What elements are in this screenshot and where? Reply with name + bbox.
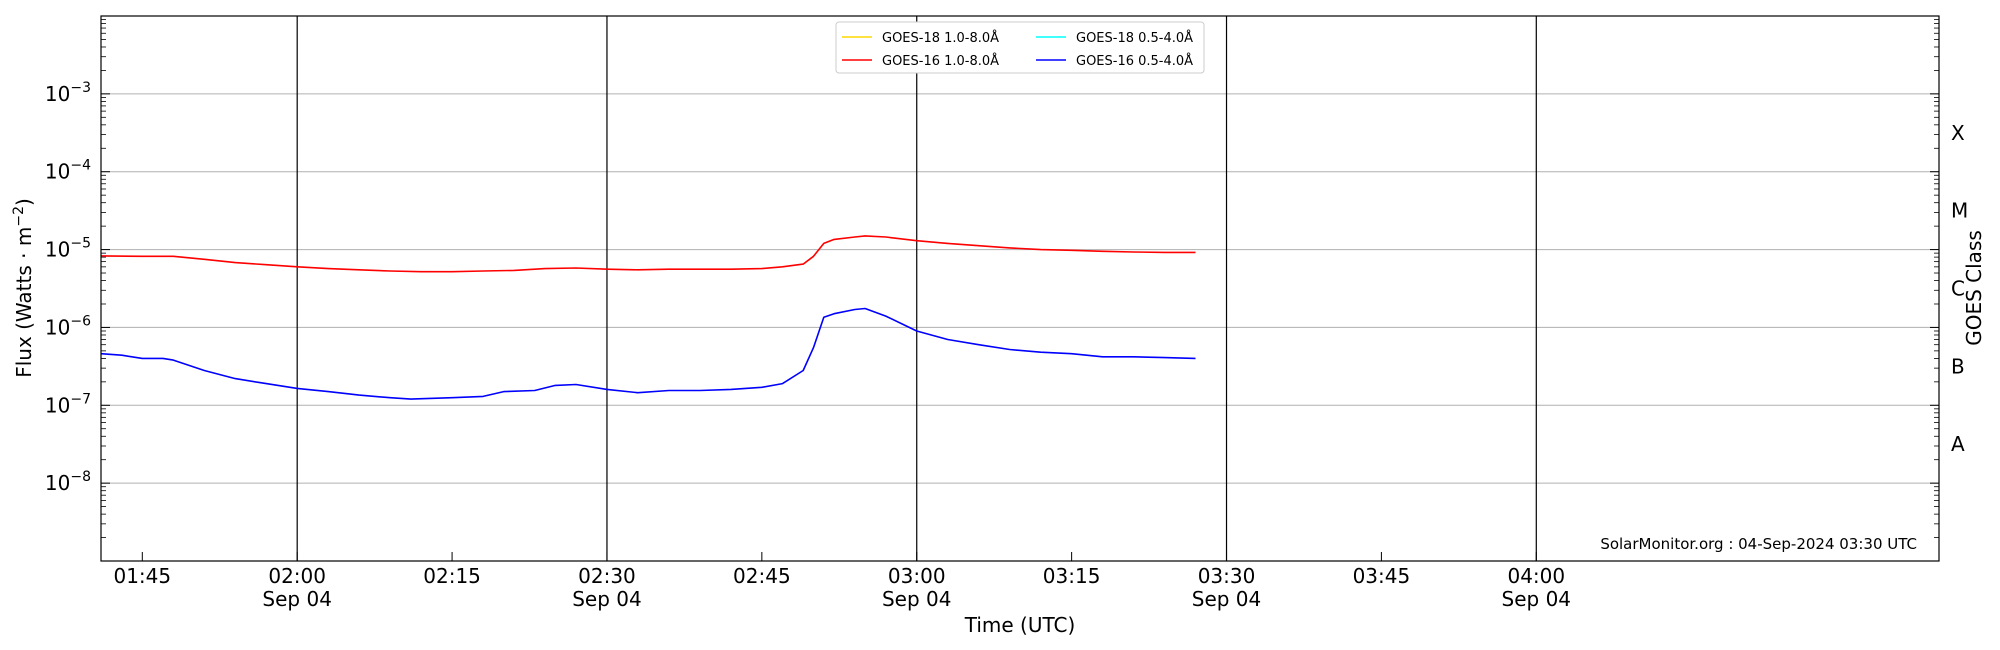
x-tick-sublabel: Sep 04	[572, 587, 642, 611]
x-tick-label: 04:00	[1507, 564, 1565, 588]
x-tick-label: 03:30	[1198, 564, 1256, 588]
goes-class-axis-title: GOES Class	[1962, 230, 1986, 346]
vertical-lines-layer	[296, 16, 1537, 561]
x-tick-label: 02:45	[733, 564, 791, 588]
goes-class-label: X	[1951, 121, 1965, 145]
goes-class-label: M	[1951, 199, 1968, 223]
y-tick-exponent: −4	[70, 158, 91, 174]
y-axis-title-main: Flux (Watts · m	[12, 227, 36, 378]
y-tick-label: 10−6	[45, 313, 91, 339]
y-tick-label: 10−8	[45, 469, 91, 495]
y-tick-base: 10	[45, 238, 70, 262]
legend-label: GOES-18 1.0-8.0Å	[882, 30, 999, 46]
y-tick-exponent: −7	[70, 391, 91, 407]
legend-label: GOES-18 0.5-4.0Å	[1076, 30, 1193, 46]
x-tick-label: 02:00	[268, 564, 326, 588]
x-tick-sublabel: Sep 04	[882, 587, 952, 611]
x-tick-sublabel: Sep 04	[1502, 587, 1572, 611]
y-tick-base: 10	[45, 393, 70, 417]
legend: GOES-18 1.0-8.0Å GOES-18 0.5-4.0Å GOES-16 …	[835, 21, 1205, 74]
x-tick-sublabel: Sep 04	[262, 587, 332, 611]
legend-label: GOES-16 1.0-8.0Å	[882, 53, 999, 69]
x-tick-label: 03:45	[1353, 564, 1411, 588]
y-tick-label: 10−5	[45, 236, 91, 262]
y-axis-title: Flux (Watts · m−2)	[11, 198, 36, 378]
y-tick-labels: 10−310−410−510−610−710−8	[45, 80, 91, 495]
tick-layer	[101, 15, 1939, 562]
y-tick-base: 10	[45, 160, 70, 184]
x-tick-label: 02:30	[578, 564, 636, 588]
grid-layer	[101, 93, 1939, 484]
plot-frame	[100, 15, 1940, 562]
goes-class-label: B	[1951, 354, 1965, 378]
y-axis-title-suffix: )	[12, 198, 36, 206]
credit-text: SolarMonitor.org : 04-Sep-2024 03:30 UTC	[1600, 535, 1917, 553]
y-tick-base: 10	[45, 471, 70, 495]
goes-class-label: C	[1951, 277, 1965, 301]
y-tick-base: 10	[45, 315, 70, 339]
y-tick-exponent: −5	[70, 236, 91, 252]
y-tick-exponent: −3	[70, 80, 91, 96]
x-tick-label: 01:45	[113, 564, 171, 588]
x-axis-title: Time (UTC)	[964, 613, 1076, 637]
series-line	[100, 235, 1196, 273]
y-tick-label: 10−7	[45, 391, 91, 417]
y-tick-exponent: −8	[70, 469, 91, 485]
goes-class-labels: X M C B A	[1951, 121, 1968, 456]
goes-class-label: A	[1951, 432, 1965, 456]
y-tick-label: 10−4	[45, 158, 91, 184]
legend-box	[835, 21, 1205, 74]
x-tick-label: 03:15	[1043, 564, 1101, 588]
y-tick-label: 10−3	[45, 80, 91, 106]
y-tick-base: 10	[45, 82, 70, 106]
legend-label: GOES-16 0.5-4.0Å	[1076, 53, 1193, 69]
x-tick-label: 03:00	[888, 564, 946, 588]
y-tick-exponent: −6	[70, 313, 91, 329]
y-axis-title-exponent: −2	[11, 206, 27, 227]
x-tick-sublabel: Sep 04	[1192, 587, 1262, 611]
x-tick-label: 02:15	[423, 564, 481, 588]
series-line	[100, 307, 1196, 400]
series-layer	[100, 235, 1196, 400]
